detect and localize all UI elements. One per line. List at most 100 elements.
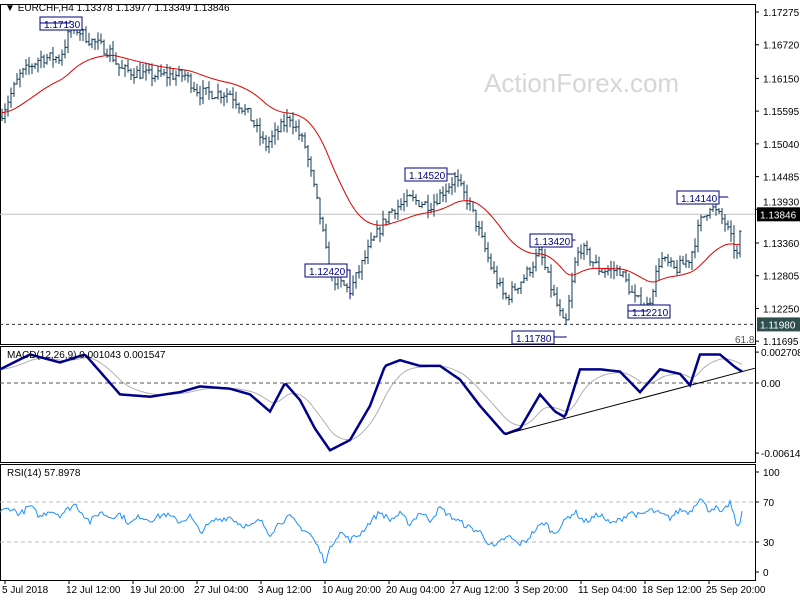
price-bar [633,284,637,303]
price-bar [141,63,145,79]
price-bar [120,59,124,69]
price-bar [672,260,676,269]
price-bar [678,255,682,274]
price-bar [567,294,571,321]
price-bar [492,261,496,274]
price-bar [669,257,673,268]
price-bar [468,197,472,211]
price-bar [729,220,733,242]
price-bar [129,68,133,80]
price-bar [381,210,385,237]
annotation-label: 1.12210 [632,308,669,319]
price-bar [189,73,193,93]
price-bar [570,272,574,309]
price-bar [411,190,415,202]
price-bar [369,232,373,249]
x-tick-label: 27 Aug 12:00 [450,585,509,596]
price-bar [192,81,196,93]
x-tick-label: 11 Sep 04:00 [578,585,637,596]
price-bar [501,277,505,300]
macd-title: MACD(12,26,9) 0.001043 0.001547 [7,350,166,361]
price-bar [345,283,349,293]
price-bar [258,117,262,146]
price-bar [99,33,103,45]
price-bar [450,176,454,195]
price-bar [585,240,589,256]
price-bar [315,183,319,200]
price-bar [513,283,517,291]
price-bar [3,103,7,124]
price-bar [612,261,616,280]
price-bar [438,189,442,205]
price-bar [207,81,211,100]
price-bar [393,209,397,220]
price-bar [234,91,238,109]
annotation-connector [347,269,351,299]
price-bar [375,220,379,238]
price-bar [498,277,502,287]
price-bar [378,226,382,243]
price-bar [318,197,322,225]
price-bar [522,274,526,284]
price-bar [447,183,451,194]
price-bar [558,299,562,316]
watermark: ActionForex.com [484,68,680,98]
dropdown-triangle-icon[interactable]: ▼ [5,3,15,14]
price-bar [66,26,70,53]
price-annotation: 1.12420 [304,263,351,299]
price-bar [588,247,592,266]
price-bar [720,207,724,225]
price-bar [87,32,91,47]
price-bar [723,213,727,232]
price-bar [255,118,259,133]
price-bar [180,68,184,82]
price-bar [432,194,436,217]
y-tick-label: 1.15595 [763,107,800,118]
price-bar [183,70,187,81]
price-bar [42,54,46,68]
price-bar [705,214,709,221]
price-bar [699,214,703,232]
price-bar [174,70,178,86]
x-tick-label: 3 Aug 12:00 [258,585,312,596]
price-bar [108,44,112,63]
price-bar [624,270,628,283]
price-bar [279,118,283,133]
macd-panel-frame [0,346,756,463]
price-bar [507,294,511,306]
price-bar [717,208,721,215]
price-bar [483,232,487,253]
price-bar [603,267,607,278]
rsi-y-tick-label: 70 [763,498,775,509]
price-bar [597,256,601,275]
price-bar [231,87,235,109]
price-bar [240,107,244,114]
price-bar [426,194,430,219]
price-bar [168,66,172,86]
price-bar [54,56,58,64]
price-bar [342,279,346,286]
price-bar [486,242,490,263]
price-bar [225,88,229,104]
y-tick-label: 1.13930 [763,197,800,208]
price-bar [78,28,82,41]
price-bar [153,74,157,82]
price-bar [324,223,328,249]
current-price-label: 1.13846 [760,210,797,221]
price-bar [477,220,481,236]
price-bar [732,225,736,259]
price-bar [261,131,265,144]
price-bar [525,266,529,282]
price-panel-frame [0,4,756,345]
rsi-y-tick-label: 30 [763,538,775,549]
annotation-label: 1.12420 [309,267,346,278]
price-bar [423,200,427,206]
price-bar [96,32,100,50]
price-bar [90,38,94,49]
price-bar [528,267,532,277]
support-price-tag [757,317,800,332]
price-bar [663,256,667,262]
price-bar [459,174,463,187]
price-bar [6,95,10,117]
annotation-label: 1.14140 [681,194,718,205]
